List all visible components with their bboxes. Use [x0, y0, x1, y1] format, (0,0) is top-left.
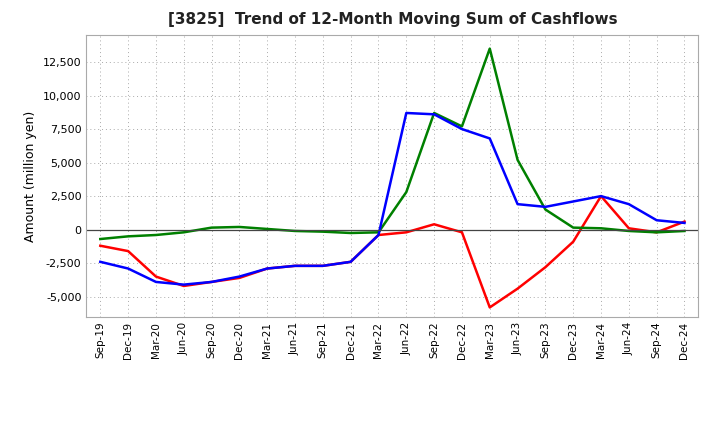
- Free Cashflow: [152, 279, 161, 285]
- Free Cashflow: [263, 266, 271, 271]
- Operating Cashflow: [152, 274, 161, 279]
- Free Cashflow: [430, 112, 438, 117]
- Operating Cashflow: [124, 249, 132, 254]
- Free Cashflow: [624, 202, 633, 207]
- Investing Cashflow: [318, 229, 327, 234]
- Free Cashflow: [597, 194, 606, 199]
- Operating Cashflow: [374, 232, 383, 238]
- Free Cashflow: [458, 126, 467, 132]
- Investing Cashflow: [569, 225, 577, 230]
- Free Cashflow: [346, 259, 355, 264]
- Investing Cashflow: [430, 110, 438, 116]
- Operating Cashflow: [513, 286, 522, 291]
- Line: Operating Cashflow: Operating Cashflow: [100, 196, 685, 308]
- Investing Cashflow: [652, 230, 661, 235]
- Free Cashflow: [207, 279, 216, 285]
- Line: Investing Cashflow: Investing Cashflow: [100, 48, 685, 239]
- Free Cashflow: [235, 274, 243, 279]
- Operating Cashflow: [597, 194, 606, 199]
- Investing Cashflow: [235, 224, 243, 230]
- Operating Cashflow: [318, 263, 327, 268]
- Free Cashflow: [402, 110, 410, 116]
- Free Cashflow: [179, 282, 188, 287]
- Investing Cashflow: [179, 230, 188, 235]
- Investing Cashflow: [263, 226, 271, 231]
- Operating Cashflow: [207, 279, 216, 285]
- Free Cashflow: [680, 220, 689, 226]
- Investing Cashflow: [346, 231, 355, 236]
- Operating Cashflow: [96, 243, 104, 248]
- Operating Cashflow: [263, 266, 271, 271]
- Free Cashflow: [291, 263, 300, 268]
- Operating Cashflow: [402, 230, 410, 235]
- Free Cashflow: [513, 202, 522, 207]
- Operating Cashflow: [291, 263, 300, 268]
- Free Cashflow: [374, 232, 383, 238]
- Operating Cashflow: [346, 259, 355, 264]
- Operating Cashflow: [541, 264, 550, 270]
- Investing Cashflow: [374, 230, 383, 235]
- Investing Cashflow: [207, 225, 216, 230]
- Operating Cashflow: [235, 275, 243, 281]
- Operating Cashflow: [485, 305, 494, 310]
- Operating Cashflow: [624, 226, 633, 231]
- Free Cashflow: [318, 263, 327, 268]
- Free Cashflow: [124, 266, 132, 271]
- Operating Cashflow: [652, 230, 661, 235]
- Investing Cashflow: [152, 232, 161, 238]
- Free Cashflow: [652, 218, 661, 223]
- Free Cashflow: [541, 204, 550, 209]
- Investing Cashflow: [402, 190, 410, 195]
- Line: Free Cashflow: Free Cashflow: [100, 113, 685, 285]
- Free Cashflow: [96, 259, 104, 264]
- Investing Cashflow: [485, 46, 494, 51]
- Investing Cashflow: [458, 124, 467, 129]
- Investing Cashflow: [124, 234, 132, 239]
- Operating Cashflow: [179, 283, 188, 289]
- Operating Cashflow: [680, 219, 689, 224]
- Investing Cashflow: [291, 228, 300, 234]
- Investing Cashflow: [597, 226, 606, 231]
- Free Cashflow: [569, 199, 577, 204]
- Free Cashflow: [485, 136, 494, 141]
- Operating Cashflow: [430, 222, 438, 227]
- Investing Cashflow: [680, 228, 689, 234]
- Operating Cashflow: [458, 230, 467, 235]
- Investing Cashflow: [624, 228, 633, 234]
- Title: [3825]  Trend of 12-Month Moving Sum of Cashflows: [3825] Trend of 12-Month Moving Sum of C…: [168, 12, 617, 27]
- Investing Cashflow: [96, 236, 104, 242]
- Investing Cashflow: [541, 207, 550, 212]
- Operating Cashflow: [569, 239, 577, 244]
- Y-axis label: Amount (million yen): Amount (million yen): [24, 110, 37, 242]
- Investing Cashflow: [513, 157, 522, 162]
